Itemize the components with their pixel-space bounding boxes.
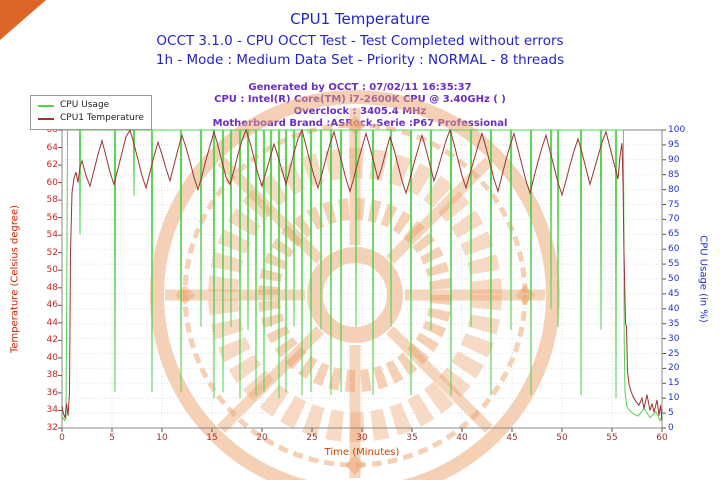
right-tick-label: 20: [668, 363, 680, 374]
x-tick-label: 50: [556, 433, 568, 443]
left-tick-label: 58: [46, 195, 58, 206]
info-overclock: Overclock : 3405.4 MHz: [293, 106, 427, 117]
chart-legend: CPU Usage CPU1 Temperature: [30, 95, 152, 130]
x-tick-label: 30: [356, 433, 368, 443]
legend-label: CPU1 Temperature: [60, 113, 144, 123]
x-tick-label: 0: [59, 433, 65, 443]
right-tick-label: 0: [668, 423, 674, 433]
left-tick-label: 48: [46, 282, 58, 293]
x-tick-label: 60: [656, 433, 668, 443]
right-tick-label: 15: [668, 378, 680, 389]
left-tick-label: 64: [46, 142, 58, 153]
legend-label: CPU Usage: [60, 100, 110, 110]
info-generated: Generated by OCCT : 07/02/11 16:35:37: [248, 82, 472, 93]
cpu-usage-line-swatch: [38, 104, 54, 107]
right-tick-label: 25: [668, 348, 680, 359]
left-tick-label: 38: [46, 370, 58, 381]
x-axis-title: Time (Minutes): [324, 447, 400, 458]
x-tick-label: 40: [456, 433, 468, 443]
left-tick-label: 54: [46, 230, 58, 241]
right-tick-label: 95: [668, 139, 680, 150]
left-tick-label: 44: [46, 317, 58, 328]
legend-item-cpu-usage: CPU Usage: [38, 99, 144, 112]
right-tick-label: 35: [668, 318, 680, 329]
right-tick-label: 70: [668, 214, 680, 225]
right-tick-label: 55: [668, 259, 680, 270]
left-tick-label: 36: [46, 387, 58, 398]
left-tick-label: 32: [46, 423, 58, 433]
x-tick-label: 25: [306, 433, 318, 443]
left-tick-label: 60: [46, 177, 58, 188]
subtitle-mode: 1h - Mode : Medium Data Set - Priority :…: [155, 52, 565, 68]
left-tick-label: 46: [46, 300, 58, 311]
right-tick-label: 50: [668, 274, 680, 284]
left-tick-label: 52: [46, 247, 58, 258]
left-axis-title: Temperature (Celsius degree): [9, 205, 21, 353]
right-tick-label: 85: [668, 169, 680, 180]
right-tick-label: 80: [668, 184, 680, 195]
left-tick-label: 34: [46, 405, 58, 416]
right-tick-label: 10: [668, 393, 680, 404]
x-tick-label: 20: [256, 433, 268, 443]
x-tick-label: 15: [206, 433, 218, 443]
x-tick-label: 5: [109, 433, 115, 443]
subtitle-test: OCCT 3.1.0 - CPU OCCT Test - Test Comple…: [156, 33, 564, 49]
right-tick-label: 30: [668, 333, 680, 344]
left-tick-label: 40: [46, 352, 58, 363]
right-tick-label: 75: [668, 199, 680, 210]
right-tick-label: 60: [668, 244, 680, 255]
x-tick-label: 35: [406, 433, 418, 443]
x-tick-label: 55: [606, 433, 618, 443]
page-title: CPU1 Temperature: [290, 10, 430, 28]
left-tick-label: 66: [46, 125, 58, 135]
x-tick-label: 10: [156, 433, 168, 443]
right-tick-label: 5: [668, 408, 674, 419]
right-tick-label: 65: [668, 229, 680, 240]
left-tick-label: 62: [46, 160, 58, 171]
left-tick-label: 50: [46, 265, 58, 276]
right-tick-label: 40: [668, 303, 680, 314]
left-tick-label: 42: [46, 335, 58, 346]
right-tick-label: 100: [668, 125, 686, 135]
corner-triangle: [0, 0, 46, 40]
right-axis-title: CPU Usage (in %): [697, 235, 709, 323]
cpu1-temperature-line-swatch: [38, 117, 54, 120]
plot-area: [58, 128, 666, 432]
left-tick-label: 56: [46, 212, 58, 223]
legend-item-cpu1-temperature: CPU1 Temperature: [38, 112, 144, 125]
right-tick-label: 45: [668, 288, 680, 299]
x-tick-label: 45: [506, 433, 518, 443]
right-tick-label: 90: [668, 154, 680, 165]
